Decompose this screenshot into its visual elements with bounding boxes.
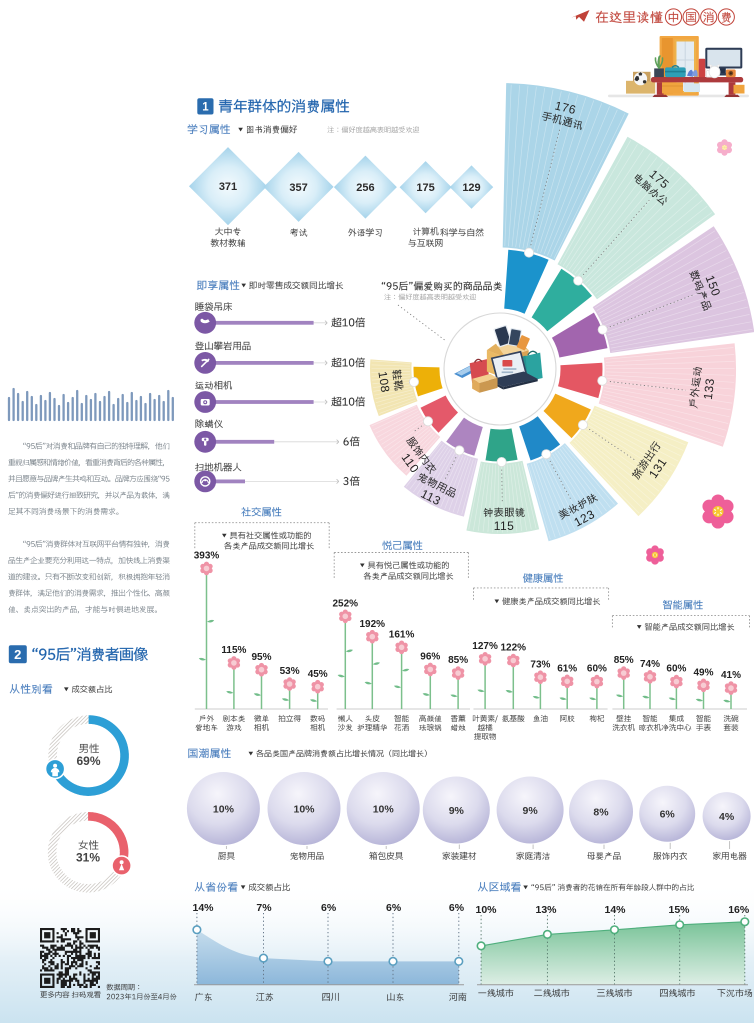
svg-text:16%: 16% <box>728 904 750 916</box>
svg-text:6%: 6% <box>660 809 676 821</box>
svg-text:61%: 61% <box>557 663 577 674</box>
svg-text:96%: 96% <box>420 652 440 663</box>
svg-text:10%: 10% <box>213 803 235 815</box>
svg-text:371: 371 <box>219 181 237 193</box>
svg-text:2: 2 <box>14 647 21 662</box>
svg-text:6%: 6% <box>449 902 465 914</box>
svg-text:176: 176 <box>553 98 577 117</box>
svg-text:133: 133 <box>701 377 717 400</box>
svg-text:41%: 41% <box>721 670 741 681</box>
svg-text:115: 115 <box>494 519 515 533</box>
svg-text:85%: 85% <box>448 655 468 666</box>
svg-text:129: 129 <box>462 182 480 194</box>
svg-text:14%: 14% <box>192 902 214 914</box>
svg-text:14%: 14% <box>604 904 626 916</box>
svg-text:13%: 13% <box>535 904 557 916</box>
svg-text:7%: 7% <box>256 902 272 914</box>
svg-text:10%: 10% <box>373 803 395 815</box>
svg-text:6%: 6% <box>321 902 337 914</box>
svg-text:1: 1 <box>202 102 209 114</box>
svg-text:49%: 49% <box>693 667 713 678</box>
svg-text:60%: 60% <box>587 664 607 675</box>
svg-text:357: 357 <box>289 182 307 194</box>
svg-text:60%: 60% <box>666 664 686 675</box>
svg-text:256: 256 <box>356 182 374 194</box>
svg-text:122%: 122% <box>501 643 527 654</box>
svg-text:8%: 8% <box>593 806 609 818</box>
svg-text:31%: 31% <box>76 851 100 865</box>
svg-text:4%: 4% <box>719 811 735 823</box>
svg-text:10%: 10% <box>475 904 497 916</box>
svg-text:15%: 15% <box>668 904 690 916</box>
svg-text:252%: 252% <box>333 598 359 609</box>
svg-text:95%: 95% <box>251 652 271 663</box>
svg-text:192%: 192% <box>360 619 386 630</box>
svg-text:9%: 9% <box>523 805 539 817</box>
svg-text:9%: 9% <box>449 805 465 817</box>
svg-text:85%: 85% <box>614 655 634 666</box>
svg-text:53%: 53% <box>280 666 300 677</box>
svg-text:108: 108 <box>375 370 392 393</box>
svg-text:393%: 393% <box>194 551 220 562</box>
svg-text:74%: 74% <box>640 659 660 670</box>
svg-text:73%: 73% <box>530 659 550 670</box>
svg-text:69%: 69% <box>76 754 100 768</box>
svg-text:127%: 127% <box>472 641 498 652</box>
svg-text:45%: 45% <box>308 669 328 680</box>
svg-text:6%: 6% <box>386 902 402 914</box>
svg-text:115%: 115% <box>221 645 246 656</box>
svg-text:10%: 10% <box>293 803 315 815</box>
svg-text:161%: 161% <box>389 629 415 640</box>
svg-text:175: 175 <box>416 182 434 194</box>
